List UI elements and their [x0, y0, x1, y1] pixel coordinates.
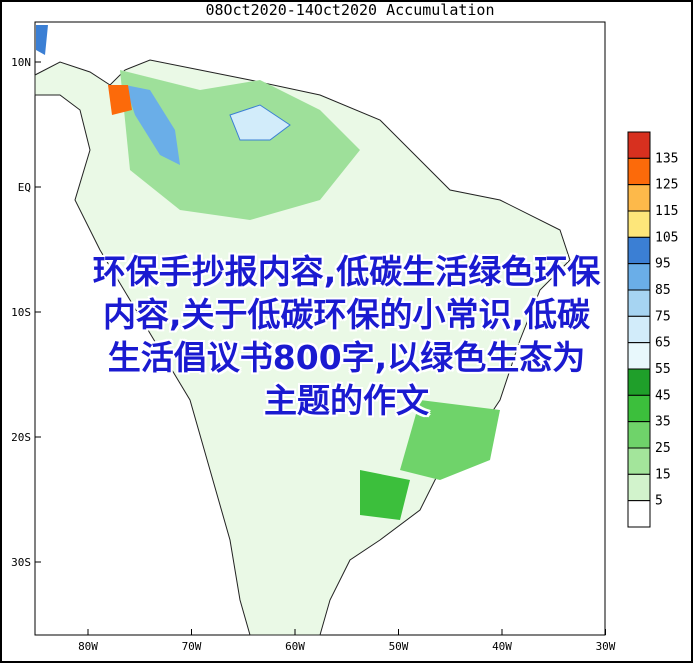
legend-label: 55 [655, 362, 671, 377]
legend-swatch [627, 473, 651, 502]
legend-label: 35 [655, 415, 671, 430]
legend-swatch [627, 184, 651, 212]
lon-label: 80W [78, 640, 98, 653]
lat-label: 20S [11, 431, 31, 444]
rain-core [125, 85, 180, 165]
rain-area [400, 400, 500, 480]
legend-label: 15 [655, 467, 671, 482]
overlay-line: 环保手抄报内容,低碳生活绿色环保 [92, 252, 601, 291]
overlay-line: 生活倡议书800字,以绿色生态为 [107, 338, 586, 377]
lon-label: 60W [285, 640, 305, 653]
map-area [34, 21, 606, 636]
overlay-text: 环保手抄报内容,低碳生活绿色环保 内容,关于低碳环保的小常识,低碳 生活倡议书800… [0, 250, 693, 422]
overlay-line: 主题的作文 [264, 381, 429, 420]
legend-label: 105 [655, 230, 678, 245]
rain-core [36, 25, 48, 55]
legend-label: 25 [655, 441, 671, 456]
legend-swatch [627, 421, 651, 449]
legend-label: 85 [655, 283, 671, 298]
legend-label: 135 [655, 151, 678, 166]
legend-label: 95 [655, 257, 671, 272]
lon-label: 70W [182, 640, 202, 653]
legend-label: 115 [655, 204, 678, 219]
overlay-line: 内容,关于低碳环保的小常识,低碳 [102, 295, 591, 334]
legend-label: 75 [655, 309, 671, 324]
legend-label: 5 [655, 494, 663, 509]
rain-core [229, 104, 291, 141]
legend-swatch [627, 210, 651, 238]
legend-swatch [627, 157, 651, 186]
map-title: 08Oct2020-14Oct2020 Accumulation [206, 1, 495, 19]
lat-label: 10S [11, 306, 31, 319]
legend-label: 125 [655, 178, 678, 193]
lon-label: 50W [389, 640, 409, 653]
legend-swatch [627, 447, 651, 475]
lat-label: 30S [11, 556, 31, 569]
rain-area [120, 70, 360, 220]
legend-swatch [627, 131, 651, 159]
legend-label: 65 [655, 336, 671, 351]
rain-area [360, 470, 410, 520]
lat-label: 10N [11, 56, 31, 69]
lat-label: EQ [18, 181, 31, 194]
lon-label: 30W [596, 640, 616, 653]
legend-swatch [627, 500, 651, 528]
legend-label: 45 [655, 388, 671, 403]
rain-core [108, 85, 132, 115]
lon-label: 40W [492, 640, 512, 653]
